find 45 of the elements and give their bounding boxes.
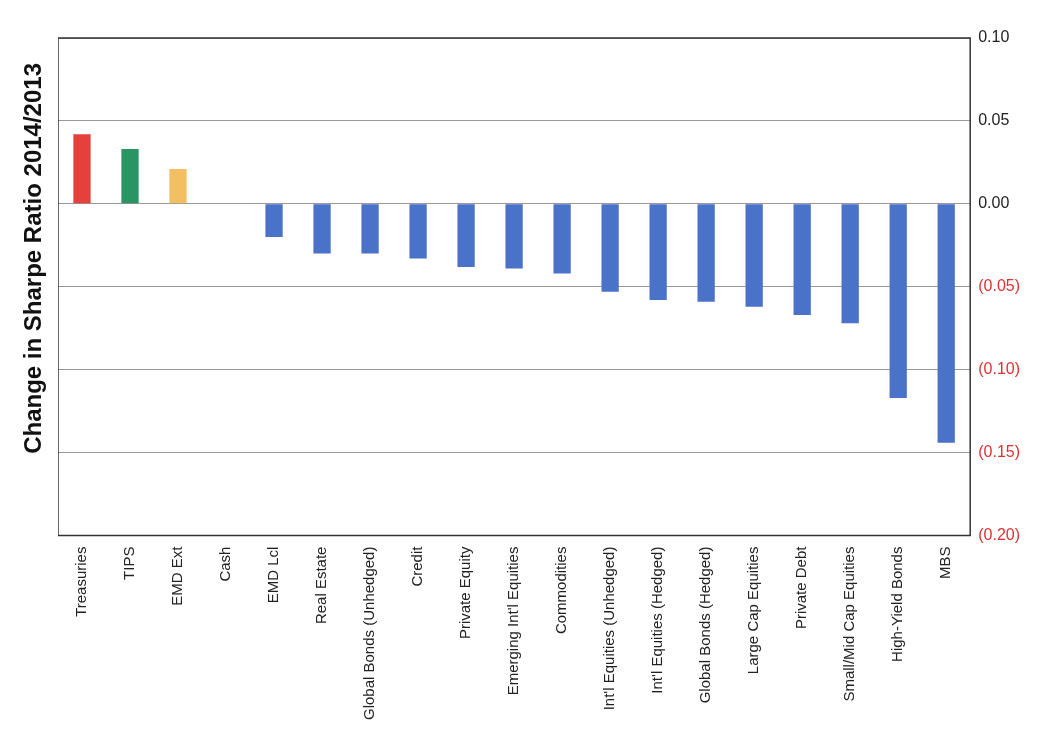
text: Change in Sharpe Ratio 2014/2013: [19, 62, 47, 454]
x-tick-label: Commodities: [552, 546, 570, 635]
bar: [697, 204, 715, 302]
y-tick-label: 0.10: [978, 28, 1010, 46]
bar: [505, 204, 523, 269]
x-tick-label: Private Equity: [456, 546, 474, 640]
bar: [457, 204, 475, 267]
bar: [73, 134, 91, 204]
y-tick-label: (0.20): [978, 525, 1020, 543]
x-tick-label: MBS: [936, 546, 954, 580]
y-tick-label: (0.15): [978, 443, 1020, 461]
x-tick-label: Credit: [408, 545, 426, 587]
x-tick-label: Global Bonds (Hedged): [696, 546, 714, 704]
bar: [121, 149, 139, 204]
bar: [793, 204, 811, 315]
x-tick-label: EMD Ext: [168, 545, 186, 606]
bar: [313, 204, 331, 254]
bar: [601, 204, 619, 292]
bar: [937, 204, 955, 443]
bar: [553, 204, 571, 274]
x-tick-label: Emerging Int'l Equities: [504, 546, 522, 696]
x-tick-label: EMD Lcl: [264, 546, 282, 604]
x-tick-label: TIPS: [120, 546, 138, 580]
x-tick-label: Int'l Equities (Unhedged): [600, 546, 618, 711]
bar: [649, 204, 667, 301]
x-tick-label: Int'l Equities (Hedged): [648, 546, 666, 694]
x-tick-label: Large Cap Equities: [744, 546, 762, 675]
bar: [841, 204, 859, 324]
bar: [169, 169, 187, 204]
x-tick-label: Cash: [216, 546, 234, 582]
x-tick-label: Treasuries: [72, 546, 90, 617]
x-tick-label: Small/Mid Cap Equities: [840, 546, 858, 702]
bar: [361, 204, 379, 254]
x-tick-label: Private Debt: [792, 545, 810, 630]
bar: [745, 204, 763, 307]
x-tick-label: Real Estate: [312, 546, 330, 625]
y-tick-label: 0.00: [978, 194, 1010, 212]
y-tick-label: 0.05: [978, 111, 1010, 129]
y-tick-label: (0.05): [978, 277, 1020, 295]
bar: [409, 204, 427, 259]
x-tick-label: Global Bonds (Unhedged): [360, 546, 378, 721]
bar: [889, 204, 907, 398]
bar: [265, 204, 283, 238]
x-tick-label: High-Yield Bonds: [888, 546, 906, 662]
y-tick-label: (0.10): [978, 360, 1020, 378]
